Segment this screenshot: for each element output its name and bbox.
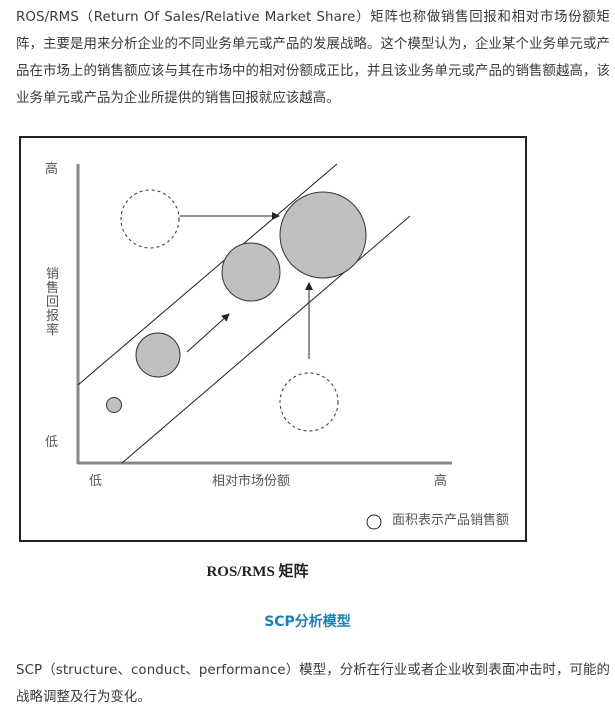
x-axis-low-label: 低 [89, 474, 102, 489]
dashed-circle-bottom [279, 372, 339, 432]
dashed-circle-top [120, 189, 180, 249]
product-circle-small [135, 332, 181, 378]
arrow-diagonal [186, 313, 230, 353]
y-axis-high-label: 高 [45, 161, 58, 177]
intro-paragraph: ROS/RMS（Return Of Sales/Relative Market … [16, 10, 610, 106]
y-axis-label-4: 报 [46, 309, 59, 324]
section-heading: SCP分析模型 [264, 614, 351, 630]
upper-band-line [77, 163, 338, 386]
y-axis-label-2: 售 [46, 280, 59, 296]
legend-circle-icon [366, 514, 382, 530]
diagram-caption: ROS/RMS 矩阵 [206, 564, 309, 580]
product-circle-tiny [106, 397, 122, 413]
x-axis-high-label: 高 [434, 473, 447, 489]
y-axis-label-3: 回 [46, 295, 59, 310]
y-axis-label-5: 率 [46, 322, 59, 338]
product-circle-large [279, 191, 367, 279]
product-circle-medium [221, 242, 281, 302]
y-axis-low-label: 低 [45, 435, 58, 450]
x-axis-label: 相对市场份额 [212, 473, 290, 489]
ros-rms-matrix-diagram: 高 销 售 回 报 率 低 低 相对市场份额 高 面积表示产品销售额 [19, 136, 527, 542]
scp-paragraph: SCP（structure、conduct、performance）模型，分析在… [16, 663, 610, 705]
diagram-frame [19, 136, 527, 542]
lower-band-line [121, 215, 411, 464]
legend-text: 面积表示产品销售额 [392, 512, 509, 528]
y-axis-label-1: 销 [46, 267, 59, 282]
